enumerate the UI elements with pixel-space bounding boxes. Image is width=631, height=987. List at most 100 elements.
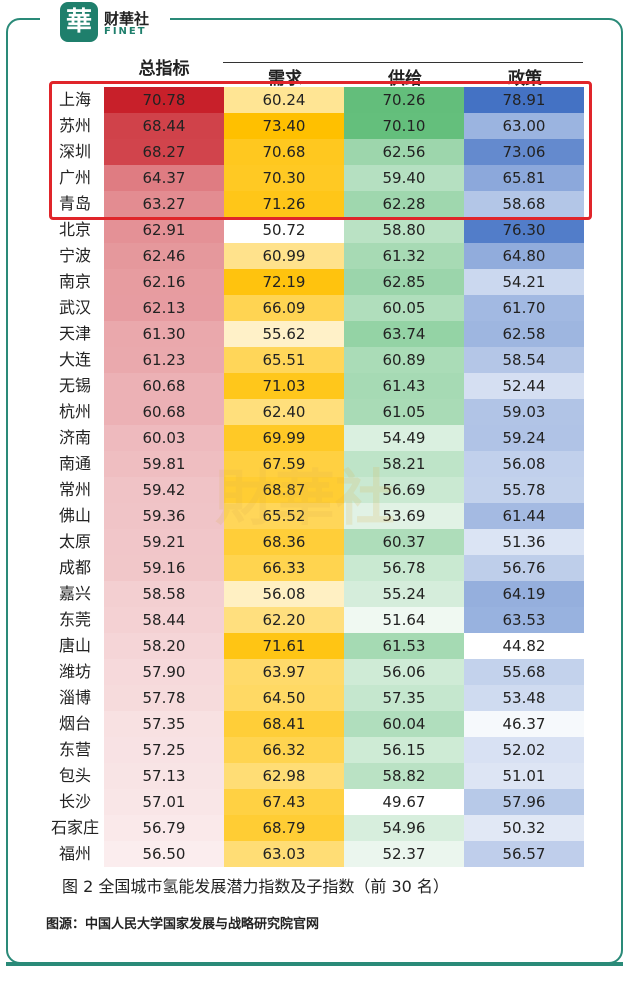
cell-demand: 71.03	[224, 373, 344, 399]
cell-total: 56.79	[104, 815, 224, 841]
table-row: 福州 56.50 63.03 52.37 56.57	[46, 841, 584, 867]
cell-demand: 69.99	[224, 425, 344, 451]
cell-total: 59.21	[104, 529, 224, 555]
city-label: 无锡	[58, 376, 91, 395]
cell-supply: 57.35	[344, 685, 464, 711]
city-label: 唐山	[58, 636, 91, 655]
cell-demand: 60.99	[224, 243, 344, 269]
logo-name-cn: 财華社	[104, 10, 150, 28]
table-row: 淄博 57.78 64.50 57.35 53.48	[46, 685, 584, 711]
cell-supply: 61.05	[344, 399, 464, 425]
city-label: 武汉	[58, 298, 91, 317]
cell-total: 60.03	[104, 425, 224, 451]
cell-policy: 44.82	[464, 633, 584, 659]
cell-supply: 56.78	[344, 555, 464, 581]
cell-total: 59.16	[104, 555, 224, 581]
table-row: 天津 61.30 55.62 63.74 62.58	[46, 321, 584, 347]
cell-policy: 56.08	[464, 451, 584, 477]
cell-policy: 59.24	[464, 425, 584, 451]
cell-policy: 65.81	[464, 165, 584, 191]
cell-supply: 52.37	[344, 841, 464, 867]
cell-policy: 58.68	[464, 191, 584, 217]
cell-total: 70.78	[104, 87, 224, 113]
cell-policy: 63.00	[464, 113, 584, 139]
cell-demand: 55.62	[224, 321, 344, 347]
cell-demand: 64.50	[224, 685, 344, 711]
table-row: 武汉 62.13 66.09 60.05 61.70	[46, 295, 584, 321]
city-label: 长沙	[58, 792, 91, 811]
city-label: 广州	[58, 168, 91, 187]
city-label: 太原	[58, 532, 91, 551]
cell-supply: 62.56	[344, 139, 464, 165]
cell-supply: 55.24	[344, 581, 464, 607]
cell-demand: 63.03	[224, 841, 344, 867]
cell-demand: 62.98	[224, 763, 344, 789]
cell-policy: 63.53	[464, 607, 584, 633]
city-label: 苏州	[58, 116, 91, 135]
cell-total: 56.50	[104, 841, 224, 867]
watermark: 財華社	[215, 464, 395, 534]
cell-demand: 66.32	[224, 737, 344, 763]
city-label: 天津	[58, 324, 91, 343]
table-row: 包头 57.13 62.98 58.82 51.01	[46, 763, 584, 789]
city-label: 济南	[58, 428, 91, 447]
city-label: 潍坊	[58, 662, 91, 681]
cell-policy: 62.58	[464, 321, 584, 347]
cell-policy: 55.78	[464, 477, 584, 503]
cell-policy: 61.44	[464, 503, 584, 529]
cell-supply: 53.69	[344, 503, 464, 529]
table-row: 常州 59.42 68.87 56.69 55.78	[46, 477, 584, 503]
header-supply: 供给	[388, 69, 422, 89]
cell-policy: 64.80	[464, 243, 584, 269]
cell-policy: 50.32	[464, 815, 584, 841]
cell-policy: 58.54	[464, 347, 584, 373]
cell-supply: 58.80	[344, 217, 464, 243]
city-label: 烟台	[58, 714, 91, 733]
cell-total: 59.36	[104, 503, 224, 529]
cell-policy: 78.91	[464, 87, 584, 113]
table-row: 佛山 59.36 65.52 53.69 61.44	[46, 503, 584, 529]
cell-total: 58.44	[104, 607, 224, 633]
table-row: 大连 61.23 65.51 60.89 58.54	[46, 347, 584, 373]
cell-total: 68.27	[104, 139, 224, 165]
cell-demand: 50.72	[224, 217, 344, 243]
cell-total: 60.68	[104, 373, 224, 399]
cell-demand: 66.33	[224, 555, 344, 581]
cell-total: 57.78	[104, 685, 224, 711]
cell-demand: 67.43	[224, 789, 344, 815]
cell-total: 63.27	[104, 191, 224, 217]
cell-total: 57.35	[104, 711, 224, 737]
cell-supply: 60.05	[344, 295, 464, 321]
table-row: 广州 64.37 70.30 59.40 65.81	[46, 165, 584, 191]
header-policy: 政策	[508, 69, 542, 89]
cell-demand: 68.87	[224, 477, 344, 503]
city-label: 东营	[58, 740, 91, 759]
table-row: 烟台 57.35 68.41 60.04 46.37	[46, 711, 584, 737]
cell-total: 68.44	[104, 113, 224, 139]
table-row: 济南 60.03 69.99 54.49 59.24	[46, 425, 584, 451]
table-row: 东营 57.25 66.32 56.15 52.02	[46, 737, 584, 763]
cell-total: 62.13	[104, 295, 224, 321]
logo-name-en: FINET	[104, 26, 147, 37]
cell-total: 58.20	[104, 633, 224, 659]
cell-demand: 63.97	[224, 659, 344, 685]
table-row: 无锡 60.68 71.03 61.43 52.44	[46, 373, 584, 399]
cell-supply: 61.32	[344, 243, 464, 269]
cell-total: 58.58	[104, 581, 224, 607]
table-row: 长沙 57.01 67.43 49.67 57.96	[46, 789, 584, 815]
cell-demand: 68.41	[224, 711, 344, 737]
cell-total: 64.37	[104, 165, 224, 191]
logo-badge: 華	[60, 2, 98, 42]
cell-policy: 46.37	[464, 711, 584, 737]
cell-total: 57.13	[104, 763, 224, 789]
city-label: 东莞	[58, 610, 91, 629]
cell-demand: 62.20	[224, 607, 344, 633]
cell-demand: 68.36	[224, 529, 344, 555]
cell-demand: 60.24	[224, 87, 344, 113]
cell-supply: 58.82	[344, 763, 464, 789]
table-row: 南京 62.16 72.19 62.85 54.21	[46, 269, 584, 295]
frame-bottom-bar	[6, 962, 623, 966]
table-row: 南通 59.81 67.59 58.21 56.08	[46, 451, 584, 477]
cell-total: 61.23	[104, 347, 224, 373]
city-label: 北京	[58, 220, 91, 239]
